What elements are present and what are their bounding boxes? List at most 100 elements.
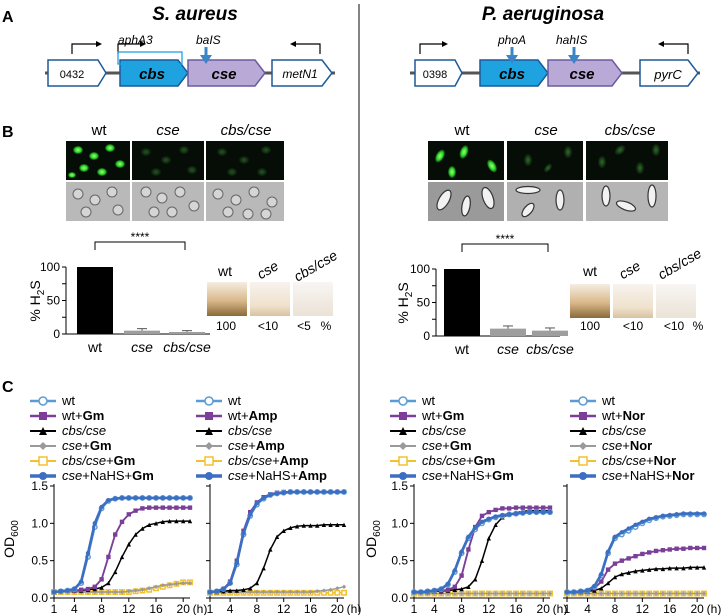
- marker: [633, 568, 638, 574]
- legend-entry: cbs/cse+Nor: [602, 453, 676, 468]
- marker: [432, 588, 437, 593]
- marker: [334, 589, 341, 596]
- marker: [119, 495, 125, 501]
- marker: [452, 584, 457, 589]
- marker: [619, 571, 624, 577]
- marker: [227, 580, 233, 586]
- marker: [439, 591, 444, 596]
- marker: [315, 589, 320, 594]
- marker: [513, 505, 519, 510]
- bar: [77, 267, 113, 334]
- marker: [640, 568, 645, 573]
- lead-acetate-strip: [656, 284, 696, 318]
- growth-chart-gm-left: 0.0 0.5 1.0 1.5 1 4 8 12 16 20 (h): [31, 479, 207, 615]
- operon-right: 0398 cbs cse pyrC phoA hahIS: [410, 33, 700, 87]
- bar: [490, 328, 526, 336]
- marker: [466, 534, 471, 539]
- marker: [126, 542, 131, 547]
- marker: [254, 589, 260, 595]
- marker: [140, 495, 145, 501]
- x-tick-label: 4: [71, 602, 78, 615]
- title-p-aeruginosa: P. aeruginosa: [482, 4, 605, 25]
- marker: [174, 505, 179, 510]
- marker: [452, 591, 457, 596]
- marker: [626, 556, 631, 561]
- marker: [281, 490, 286, 495]
- marker: [187, 580, 193, 586]
- marker: [328, 522, 333, 528]
- marker: [688, 545, 693, 551]
- marker: [133, 532, 138, 537]
- marker: [241, 530, 246, 536]
- marker: [160, 583, 165, 588]
- marker: [187, 518, 193, 524]
- x-tick-label: 4: [431, 602, 438, 615]
- marker: [39, 442, 47, 450]
- marker: [674, 546, 679, 551]
- x-tick-label: 16: [304, 602, 318, 615]
- marker: [254, 580, 260, 586]
- marker: [667, 565, 672, 571]
- x-tick-label: 1: [411, 602, 418, 615]
- marker: [605, 591, 611, 596]
- marker: [564, 589, 570, 595]
- x-tick-label: 16: [149, 602, 163, 615]
- marker: [513, 511, 519, 516]
- marker: [119, 519, 125, 525]
- marker: [653, 548, 659, 554]
- x-tick-label: 12: [482, 602, 496, 615]
- marker: [268, 589, 273, 595]
- legend-entry: wt+Gm: [61, 408, 104, 423]
- legend-entry: cbs/cse+Amp: [228, 453, 309, 468]
- marker: [126, 589, 131, 594]
- y-tick-label: 100: [40, 260, 60, 274]
- marker: [605, 549, 611, 554]
- marker: [445, 587, 451, 592]
- significance-stars: ****: [496, 232, 515, 246]
- legend-nor: wtwt+Norcbs/csecse+Norcbs/cse+Norcse+NaH…: [570, 393, 695, 483]
- marker: [261, 495, 266, 501]
- marker: [479, 519, 485, 525]
- y-tick-label: 0.0: [391, 591, 408, 605]
- x-tick-label: 12: [636, 602, 650, 615]
- marker: [92, 584, 97, 589]
- marker: [459, 573, 464, 578]
- marker: [647, 516, 652, 522]
- marker: [294, 589, 300, 595]
- x-tick-label: 4: [584, 602, 591, 615]
- legend-entry: cbs/cse: [62, 423, 106, 438]
- strip-label: wt: [582, 263, 597, 279]
- marker: [140, 587, 145, 592]
- marker: [599, 586, 604, 591]
- marker: [452, 568, 457, 573]
- marker: [578, 456, 588, 466]
- marker: [660, 548, 666, 553]
- marker: [612, 534, 618, 539]
- marker: [432, 591, 437, 596]
- bar-category-label: cbs/cse: [526, 341, 574, 357]
- legend-entry: cbs/cse: [422, 423, 466, 438]
- y-axis-label: OD600: [363, 520, 383, 558]
- marker: [204, 396, 214, 406]
- marker: [181, 580, 186, 586]
- bar-category-label: cse: [497, 341, 519, 357]
- marker: [153, 495, 159, 501]
- strip-label: wt: [217, 263, 232, 279]
- marker: [486, 516, 491, 522]
- strip-label: cbs/cse: [291, 247, 340, 285]
- marker: [466, 584, 471, 589]
- marker: [500, 506, 505, 511]
- x-tick-label: 12: [277, 602, 291, 615]
- legend-gm-right: wtwt+Gmcbs/csecse+Gmcbs/cse+Gmcse+NaHS+G…: [390, 393, 514, 483]
- marker: [274, 534, 280, 539]
- marker: [328, 489, 333, 495]
- bar-category-label: cse: [131, 339, 153, 355]
- marker: [479, 558, 485, 563]
- marker: [640, 551, 645, 557]
- marker: [399, 412, 407, 420]
- marker: [315, 523, 320, 528]
- marker: [592, 591, 597, 596]
- marker: [248, 586, 253, 591]
- marker: [605, 567, 611, 572]
